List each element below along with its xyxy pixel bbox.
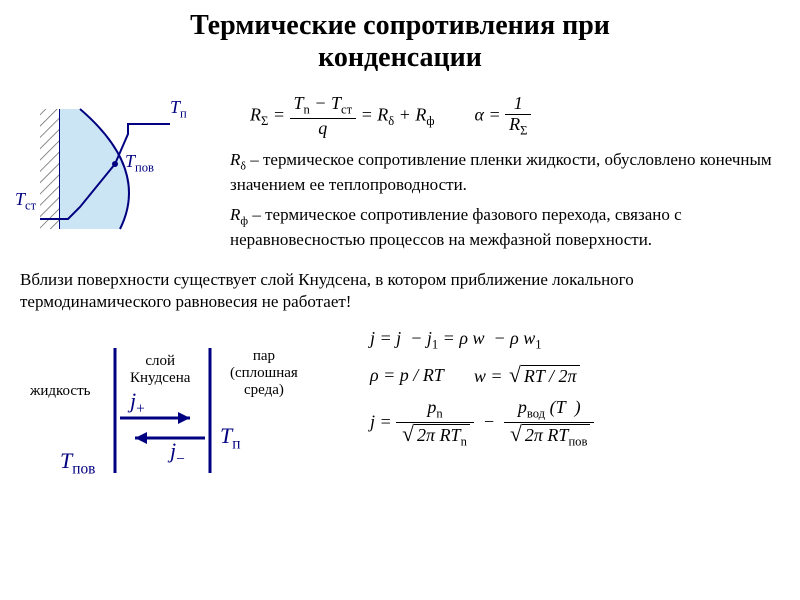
label-vapor: пар (сплошная среда)	[230, 348, 298, 399]
label-liquid: жидкость	[30, 383, 90, 400]
knudsen-layer-diagram: жидкость слой Кнудсена пар (сплошная сре…	[20, 328, 350, 488]
title-line2: конденсации	[318, 42, 482, 73]
label-jminus: j−	[170, 438, 185, 468]
diagram1-svg	[20, 89, 220, 249]
knudsen-paragraph: Вблизи поверхности существует слой Кнудс…	[20, 269, 780, 313]
condensation-diagram: Tп Tпов Tст	[20, 89, 220, 249]
label-Tp2: Tп	[220, 423, 241, 453]
lower-section: жидкость слой Кнудсена пар (сплошная сре…	[0, 328, 800, 488]
label-Tpov: Tпов	[125, 151, 154, 176]
label-Tst: Tст	[15, 189, 36, 214]
formula-j-balance: j = j − j1 = ρ w − ρ w1	[370, 328, 800, 353]
formula-Rsigma: RΣ = Tn − Tст q = Rδ + Rф	[250, 94, 435, 138]
label-Tpov2: Tпов	[60, 448, 95, 478]
label-knudsen-layer: слой Кнудсена	[130, 353, 190, 387]
formula-rho-w: ρ = p / RT w = RT / 2π	[370, 363, 800, 388]
label-jplus: j+	[130, 388, 145, 418]
formula-j-final: j = pn 2π RTn − pвод (T ) 2π RTпов	[370, 398, 800, 449]
title-line1: Термические сопротивления при	[190, 10, 610, 41]
page-title: Термические сопротивления при конденсаци…	[0, 0, 800, 74]
lower-formulas: j = j − j1 = ρ w − ρ w1 ρ = p / RT w = R…	[350, 328, 800, 488]
label-Tp: Tп	[170, 97, 187, 122]
formula-alpha: α = 1 RΣ	[475, 94, 532, 138]
